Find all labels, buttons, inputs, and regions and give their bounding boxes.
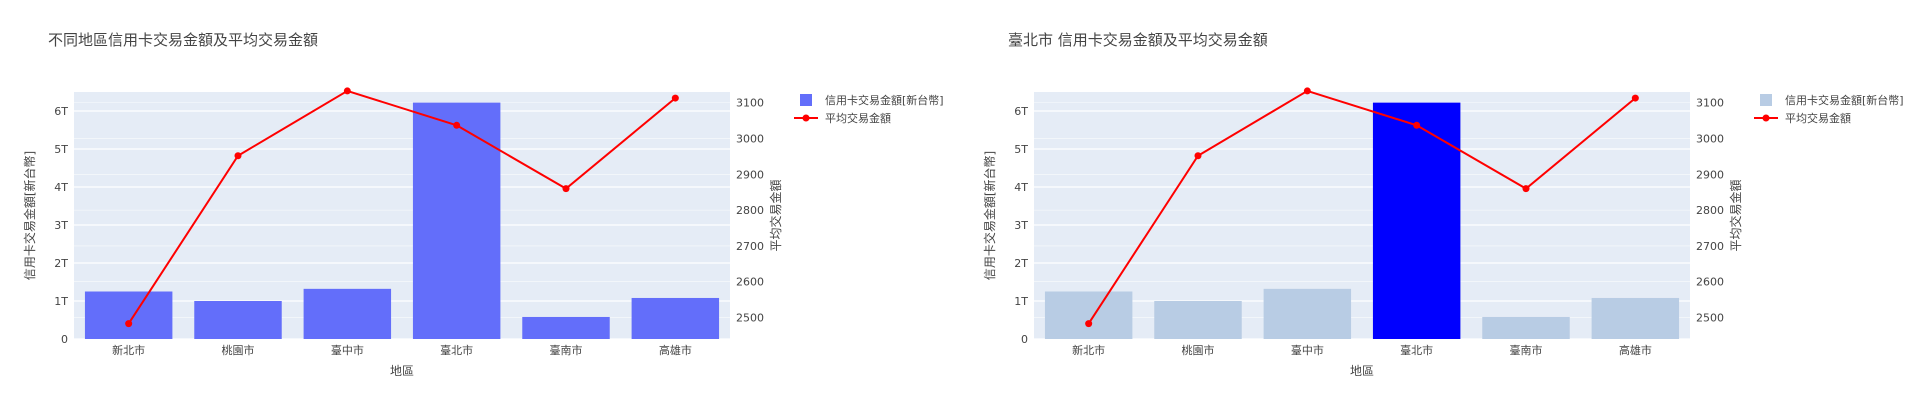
bar-臺南市	[522, 316, 610, 339]
line-point-臺南市	[562, 185, 570, 193]
y2-tick-label: 3000	[736, 133, 764, 146]
plot-area	[74, 92, 730, 339]
bar-臺北市	[1372, 102, 1461, 339]
y2-axis-title: 平均交易金額	[1728, 179, 1743, 251]
legend-label-line: 平均交易金額	[825, 111, 891, 125]
x-tick-label: 臺北市	[1400, 343, 1433, 357]
bar-高雄市	[1591, 297, 1680, 339]
x-tick-label: 臺中市	[1291, 343, 1324, 357]
line-point-高雄市	[671, 94, 679, 102]
line-point-新北市	[1085, 320, 1093, 328]
y-tick-label: 0	[1021, 333, 1028, 346]
bar-臺南市	[1482, 316, 1570, 339]
legend-bar-swatch	[1760, 94, 1772, 106]
y2-tick-label: 3100	[1696, 97, 1724, 110]
line-point-臺中市	[343, 87, 351, 95]
y-tick-label: 2T	[54, 257, 68, 270]
y-tick-label: 5T	[54, 143, 68, 156]
y2-tick-label: 2700	[1696, 240, 1724, 253]
bar-桃園市	[1154, 301, 1242, 339]
plot-area	[1034, 92, 1690, 339]
y2-axis-title: 平均交易金額	[768, 179, 783, 251]
x-tick-label: 桃園市	[222, 343, 255, 357]
bar-桃園市	[194, 301, 282, 339]
y-tick-label: 5T	[1014, 143, 1028, 156]
y-tick-label: 2T	[1014, 257, 1028, 270]
y-tick-label: 1T	[1014, 295, 1028, 308]
y2-tick-label: 2500	[736, 312, 764, 325]
bar-高雄市	[631, 297, 720, 339]
line-point-高雄市	[1631, 94, 1639, 102]
x-tick-label: 臺中市	[331, 343, 364, 357]
x-tick-label: 臺南市	[550, 343, 583, 357]
y-tick-label: 3T	[1014, 219, 1028, 232]
x-tick-label: 臺南市	[1510, 343, 1543, 357]
line-average-amount	[127, 89, 676, 325]
chart-title: 臺北市 信用卡交易金額及平均交易金額	[1008, 31, 1268, 49]
x-tick-label: 臺北市	[440, 343, 473, 357]
line-point-新北市	[125, 320, 133, 328]
legend-line-marker	[1762, 114, 1770, 122]
chart-title: 不同地區信用卡交易金額及平均交易金額	[48, 31, 318, 49]
y-tick-label: 4T	[1014, 181, 1028, 194]
chart-panel-2: 臺北市 信用卡交易金額及平均交易金額 2500 2600 2700 2800 2900 30…	[982, 31, 1904, 378]
y2-tick-label: 2500	[1696, 312, 1724, 325]
bar-臺北市	[412, 102, 501, 339]
y-axis-title: 信用卡交易金額[新台幣]	[22, 151, 37, 280]
y2-tick-label: 2600	[736, 276, 764, 289]
y-axis-title: 信用卡交易金額[新台幣]	[982, 151, 997, 280]
y2-tick-label: 3000	[1696, 133, 1724, 146]
y-tick-label: 6T	[1014, 105, 1028, 118]
y2-tick-label: 2700	[736, 240, 764, 253]
line-point-臺北市	[453, 121, 461, 129]
legend: 信用卡交易金額[新台幣] 平均交易金額	[794, 93, 944, 125]
legend-line-marker	[802, 114, 810, 122]
line-point-桃園市	[234, 152, 242, 160]
legend-bar-swatch	[800, 94, 812, 106]
x-tick-label: 高雄市	[659, 343, 692, 357]
x-tick-label: 高雄市	[1619, 343, 1652, 357]
x-axis-title: 地區	[390, 364, 414, 378]
bar-臺中市	[303, 288, 392, 339]
legend-label-bar: 信用卡交易金額[新台幣]	[825, 93, 944, 107]
line-average-amount	[1087, 89, 1636, 325]
y-tick-label: 4T	[54, 181, 68, 194]
chart-panel-1: 不同地區信用卡交易金額及平均交易金額 2500 2600 2700 2800 2900 30…	[22, 31, 944, 378]
y2-tick-label: 2800	[1696, 204, 1724, 217]
bar-新北市	[84, 291, 173, 339]
y-tick-label: 3T	[54, 219, 68, 232]
y-tick-label: 6T	[54, 105, 68, 118]
y2-tick-label: 2600	[1696, 276, 1724, 289]
line-point-臺中市	[1303, 87, 1311, 95]
y2-tick-label: 2800	[736, 204, 764, 217]
line-point-臺北市	[1413, 121, 1421, 129]
x-axis-title: 地區	[1350, 364, 1374, 378]
line-point-桃園市	[1194, 152, 1202, 160]
legend-label-line: 平均交易金額	[1785, 111, 1851, 125]
x-tick-label: 新北市	[112, 343, 145, 357]
y2-tick-label: 2900	[1696, 168, 1724, 181]
y-tick-label: 1T	[54, 295, 68, 308]
x-tick-label: 桃園市	[1182, 343, 1215, 357]
x-tick-label: 新北市	[1072, 343, 1105, 357]
bar-新北市	[1044, 291, 1133, 339]
bar-臺中市	[1263, 288, 1352, 339]
y2-tick-label: 3100	[736, 97, 764, 110]
y2-tick-label: 2900	[736, 168, 764, 181]
line-point-臺南市	[1522, 185, 1530, 193]
legend: 信用卡交易金額[新台幣] 平均交易金額	[1754, 93, 1904, 125]
y-tick-label: 0	[61, 333, 68, 346]
legend-label-bar: 信用卡交易金額[新台幣]	[1785, 93, 1904, 107]
